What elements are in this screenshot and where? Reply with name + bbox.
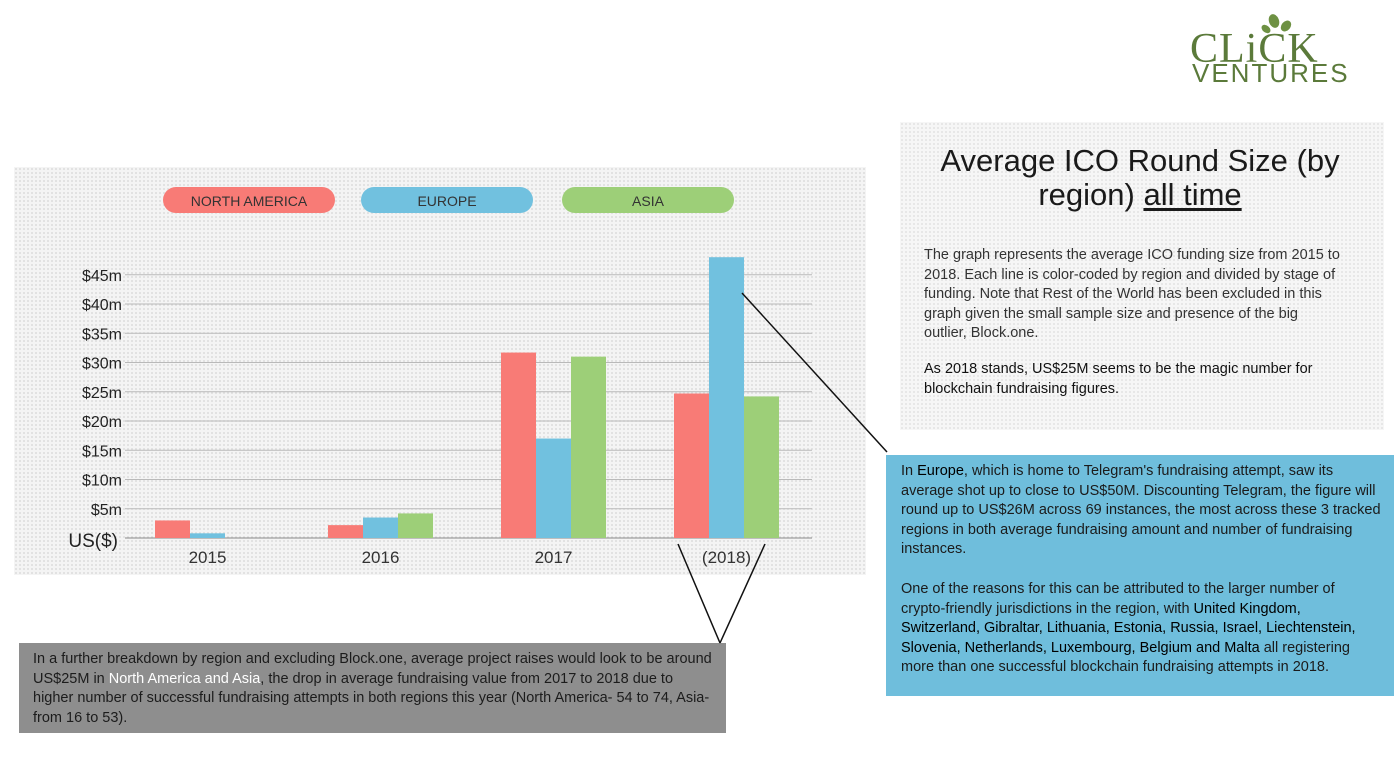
y-tick-label: $10m — [82, 473, 122, 490]
bar-north-america-3 — [674, 393, 709, 538]
legend-asia: ASIA — [562, 187, 734, 213]
y-tick-label: $5m — [91, 502, 122, 519]
europe-callout: In Europe, which is home to Telegram's f… — [886, 455, 1394, 696]
chart-description: The graph represents the average ICO fun… — [924, 247, 1340, 341]
bar-europe-2 — [536, 438, 571, 538]
y-tick-label: $25m — [82, 385, 122, 402]
logo-subtitle: VENTURES — [1192, 58, 1350, 88]
bar-asia-2 — [571, 356, 606, 538]
breakdown-lead: In a further breakdown by region and exc… — [33, 651, 712, 687]
title-main: Average ICO Round Size (by region) — [940, 143, 1340, 212]
breakdown-body: , the drop in average fundraising value … — [33, 670, 710, 726]
bar-north-america-0 — [155, 520, 190, 538]
click-ventures-logo: CLiCK VENTURES — [1190, 14, 1360, 88]
y-tick-label: $45m — [82, 268, 122, 285]
bar-asia-3 — [744, 396, 779, 538]
breakdown-highlight: North America and Asia — [108, 670, 261, 687]
y-tick-label: $40m — [82, 297, 122, 314]
y-tick-label: US($) — [68, 531, 118, 552]
y-tick-label: $20m — [82, 414, 122, 431]
x-tick-label: 2017 — [535, 548, 573, 567]
y-tick-label: $35m — [82, 326, 122, 343]
bar-europe-1 — [363, 517, 398, 538]
bar-asia-1 — [398, 513, 433, 538]
x-tick-label: 2015 — [189, 548, 227, 567]
bar-europe-0 — [190, 533, 225, 538]
europe-p1-lead: In — [901, 463, 918, 479]
europe-p1-body: , which is home to Telegram's fundraisin… — [901, 463, 1381, 558]
bar-north-america-2 — [501, 352, 536, 538]
bar-europe-3 — [709, 257, 744, 538]
chart-conclusion: As 2018 stands, US$25M seems to be the m… — [924, 361, 1313, 397]
europe-country-list: United Kingdom, Switzerland, Gibraltar, … — [901, 600, 1356, 656]
title-panel — [900, 122, 1384, 430]
x-tick-label: 2016 — [362, 548, 400, 567]
europe-p2-body: all registering more than one successful… — [901, 639, 1350, 676]
bar-north-america-1 — [328, 525, 363, 538]
europe-paragraph-1: In Europe, which is home to Telegram's f… — [901, 462, 1382, 560]
leaf-icon — [1261, 14, 1292, 34]
legend-north-america: NORTH AMERICA — [163, 187, 335, 213]
europe-p2-lead: One of the reasons for this can be attri… — [901, 580, 1335, 617]
europe-region-label: Europe — [917, 463, 964, 479]
y-tick-label: $30m — [82, 356, 122, 373]
x-tick-label: (2018) — [702, 548, 751, 567]
logo-word: CLiCK — [1190, 26, 1319, 72]
y-tick-label: $15m — [82, 443, 122, 460]
legend-europe: EUROPE — [361, 187, 533, 213]
title-underlined: all time — [1143, 177, 1242, 212]
breakdown-callout: In a further breakdown by region and exc… — [19, 643, 726, 733]
page-title: Average ICO Round Size (by region) all t… — [920, 144, 1360, 212]
europe-paragraph-2: One of the reasons for this can be attri… — [901, 580, 1382, 678]
